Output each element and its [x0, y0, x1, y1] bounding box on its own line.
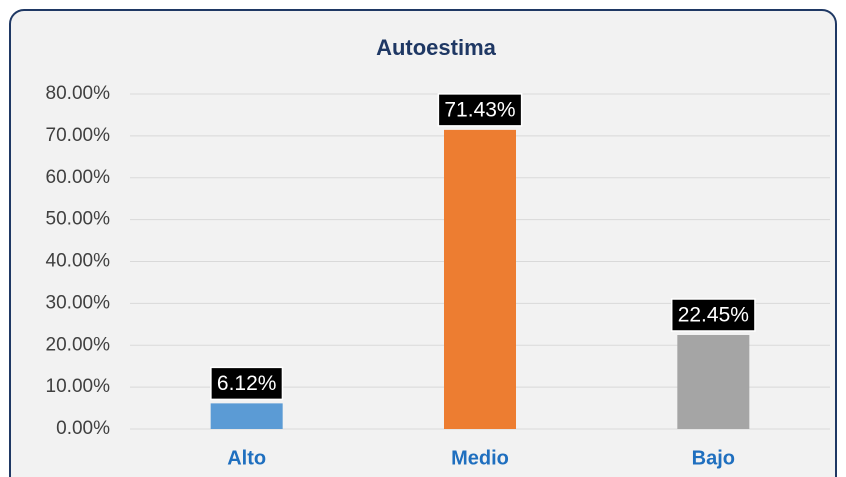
value-label-bg	[670, 298, 756, 332]
y-tick-label: 70.00%	[46, 125, 111, 146]
x-tick-label: Alto	[227, 447, 266, 469]
chart-frame	[9, 9, 837, 477]
y-tick-label: 20.00%	[46, 334, 111, 355]
y-tick-label: 50.00%	[46, 209, 111, 230]
value-label-bg	[437, 93, 523, 127]
bar	[210, 403, 283, 429]
y-tick-label: 0.00%	[56, 418, 110, 439]
chart-title: Autoestima	[376, 35, 497, 60]
value-label: 6.12%	[217, 372, 277, 395]
bar	[444, 129, 516, 429]
x-tick-label: Medio	[451, 447, 509, 469]
y-tick-label: 40.00%	[46, 251, 111, 272]
value-label-bg	[210, 366, 284, 401]
bar	[677, 334, 750, 429]
x-tick-label: Bajo	[692, 447, 735, 469]
y-tick-label: 60.00%	[46, 167, 111, 188]
value-label: 22.45%	[678, 304, 749, 327]
y-tick-label: 30.00%	[46, 292, 111, 313]
value-label: 71.43%	[444, 98, 515, 121]
y-tick-label: 10.00%	[46, 376, 111, 397]
y-tick-label: 80.00%	[46, 83, 111, 104]
